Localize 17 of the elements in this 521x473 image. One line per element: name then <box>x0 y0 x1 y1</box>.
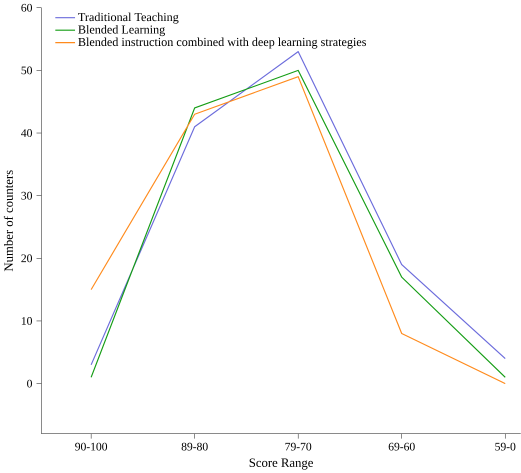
legend-label: Traditional Teaching <box>78 12 179 24</box>
y-tick-label: 10 <box>22 316 32 325</box>
x-axis-title: Score Range <box>250 458 313 470</box>
y-tick-label: 30 <box>21 192 32 200</box>
y-tick-label: 20 <box>21 254 32 262</box>
y-axis-title: Number of counters <box>4 170 13 271</box>
y-tick-label: 40 <box>21 128 32 137</box>
y-tick-label: 60 <box>21 4 32 12</box>
x-tick-label: 69-60 <box>388 442 415 450</box>
legend-label: Blended instruction combined with deep learning strategies <box>78 37 366 48</box>
x-tick-label: 89-80 <box>182 442 208 450</box>
x-tick-label: 79-70 <box>285 442 312 450</box>
y-tick-label: 50 <box>22 66 32 74</box>
legend-label: Blended Learning <box>78 24 165 36</box>
x-tick-label: 59-0 <box>495 442 516 450</box>
y-tick-label: 0 <box>27 379 32 388</box>
x-tick-label: 90-100 <box>75 442 108 450</box>
